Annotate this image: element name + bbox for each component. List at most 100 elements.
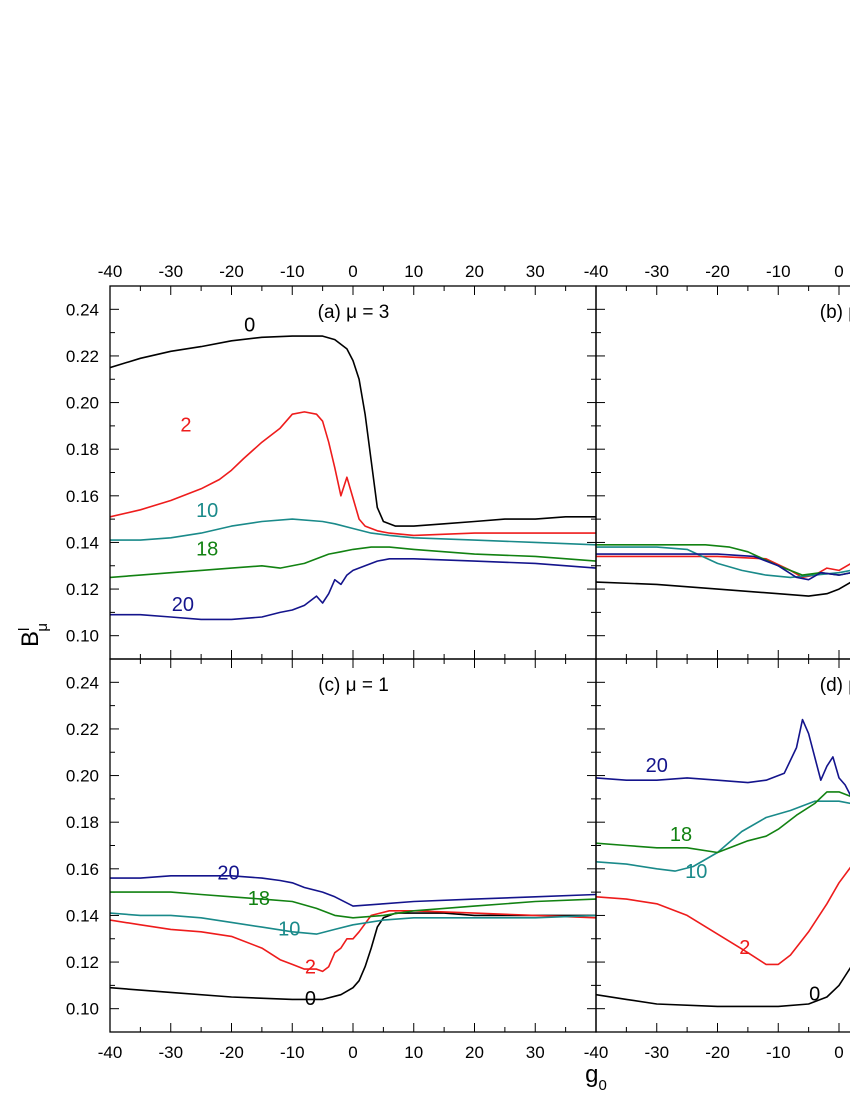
x-tick-label-top-right--40: -40 [584, 262, 609, 281]
curve-label-18-panel-a: 18 [196, 538, 218, 560]
panel-a: 0 2 10 18 20 (a) μ = 3 [109, 285, 597, 660]
series-line-2-panel-d [596, 866, 850, 966]
x-tick-label-top-left--40: -40 [98, 262, 123, 281]
panel-c-series [110, 875, 596, 1001]
curve-label-10-panel-d: 10 [685, 861, 707, 883]
curve-label-2-panel-d: 2 [739, 937, 750, 959]
y-tick-label-top-0.16: 0.16 [66, 487, 99, 506]
panel-d-frame [595, 658, 850, 1033]
y-axis-label-subscript: μ [34, 623, 51, 632]
y-tick-label-top-0.18: 0.18 [66, 440, 99, 459]
panel-b-title: (b) μ [820, 302, 850, 323]
series-line-2-panel-c [110, 910, 596, 973]
x-tick-label-bottom-right--30: -30 [644, 1043, 669, 1062]
curve-label-0-panel-a: 0 [244, 314, 255, 336]
panel-a-ticks [110, 286, 596, 659]
x-tick-label-top-left--10: -10 [280, 262, 305, 281]
series-line-18-panel-a [110, 546, 596, 579]
series-line-2-panel-a [110, 411, 596, 537]
curve-label-20-panel-d: 20 [646, 755, 668, 777]
x-tick-label-bottom-left-0: 0 [348, 1043, 357, 1062]
series-line-18-panel-d [596, 791, 850, 854]
x-axis-label-subscript: 0 [599, 1077, 607, 1094]
curve-label-2-panel-c: 2 [305, 957, 316, 979]
panel-d-ticks [596, 659, 840, 1032]
curve-label-0-panel-d: 0 [809, 984, 820, 1006]
y-tick-label-top-0.22: 0.22 [66, 347, 99, 366]
x-tick-label-bottom-right-0: 0 [834, 1043, 843, 1062]
panel-c-title: (c) μ = 1 [318, 675, 389, 696]
series-line-20-panel-d [596, 718, 850, 797]
x-tick-label-top-left-20: 20 [465, 262, 484, 281]
x-tick-label-bottom-right--20: -20 [705, 1043, 730, 1062]
panel-b-ticks [596, 286, 840, 659]
series-line-0-panel-d [596, 966, 850, 1008]
x-tick-label-top-left-10: 10 [404, 262, 423, 281]
panel-b-series [596, 544, 850, 597]
x-tick-label-bottom-right--40: -40 [584, 1043, 609, 1062]
series-line-10-panel-a [110, 518, 596, 546]
y-axis-label: Blμ [16, 623, 51, 647]
y-tick-label-bottom-0.20: 0.20 [66, 767, 99, 786]
x-tick-label-bottom-left--10: -10 [280, 1043, 305, 1062]
x-tick-label-top-left-0: 0 [348, 262, 357, 281]
x-axis-label: g0 [585, 1061, 607, 1094]
curve-label-20-panel-c: 20 [217, 862, 239, 884]
series-line-0-panel-a [110, 335, 596, 527]
x-tick-label-top-right--30: -30 [644, 262, 669, 281]
curve-label-2-panel-a: 2 [180, 415, 191, 437]
x-tick-label-top-right-0: 0 [834, 262, 843, 281]
panel-d-title: (d) μ [820, 675, 850, 696]
panel-b-frame [595, 285, 850, 660]
curve-label-20-panel-a: 20 [172, 594, 194, 616]
series-line-10-panel-d [596, 800, 850, 872]
series-line-2-panel-b [596, 555, 850, 579]
x-tick-label-bottom-left--40: -40 [98, 1043, 123, 1062]
y-tick-label-bottom-0.10: 0.10 [66, 1000, 99, 1019]
y-tick-label-bottom-0.18: 0.18 [66, 813, 99, 832]
y-axis-label-main: B [17, 631, 44, 647]
series-line-10-panel-b [596, 546, 850, 579]
x-tick-label-top-right--10: -10 [766, 262, 791, 281]
curve-label-10-panel-c: 10 [278, 918, 300, 940]
series-line-20-panel-c [110, 875, 596, 907]
x-tick-label-bottom-left-10: 10 [404, 1043, 423, 1062]
y-tick-label-top-0.20: 0.20 [66, 394, 99, 413]
panel-a-series [110, 335, 596, 621]
x-tick-label-bottom-left-30: 30 [526, 1043, 545, 1062]
curve-label-18-panel-c: 18 [248, 888, 270, 910]
curve-label-0-panel-c: 0 [305, 988, 316, 1010]
x-tick-label-top-left--20: -20 [219, 262, 244, 281]
series-line-20-panel-b [596, 553, 850, 581]
y-tick-label-bottom-0.16: 0.16 [66, 860, 99, 879]
x-tick-label-bottom-left--30: -30 [158, 1043, 183, 1062]
panel-c-ticks [110, 659, 596, 1032]
tick-labels-group: -40-40-30-30-20-20-10-1000101020203030-4… [66, 262, 844, 1062]
x-tick-label-top-left-30: 30 [526, 262, 545, 281]
series-line-0-panel-b [596, 581, 850, 597]
x-axis-label-main: g [585, 1061, 598, 1088]
x-tick-label-top-left--30: -30 [158, 262, 183, 281]
y-axis-label-superscript: l [16, 628, 33, 631]
y-tick-label-bottom-0.14: 0.14 [66, 906, 99, 925]
panel-c-frame [109, 658, 597, 1033]
x-tick-label-bottom-left--20: -20 [219, 1043, 244, 1062]
series-line-18-panel-c [110, 891, 596, 919]
y-tick-label-top-0.10: 0.10 [66, 627, 99, 646]
y-tick-label-bottom-0.24: 0.24 [66, 673, 99, 692]
curve-label-10-panel-a: 10 [196, 500, 218, 522]
panel-c: 0 210 18 20 (c) μ = 1 [109, 658, 597, 1033]
series-line-20-panel-a [110, 558, 596, 621]
y-tick-label-top-0.24: 0.24 [66, 300, 99, 319]
panel-a-title: (a) μ = 3 [318, 302, 390, 323]
y-tick-label-bottom-0.12: 0.12 [66, 953, 99, 972]
series-line-0-panel-c [110, 912, 596, 1001]
panel-d-series [596, 718, 850, 1008]
series-line-18-panel-b [596, 544, 850, 576]
y-tick-label-top-0.12: 0.12 [66, 580, 99, 599]
curve-label-18-panel-d: 18 [670, 824, 692, 846]
series-line-10-panel-c [110, 912, 596, 935]
